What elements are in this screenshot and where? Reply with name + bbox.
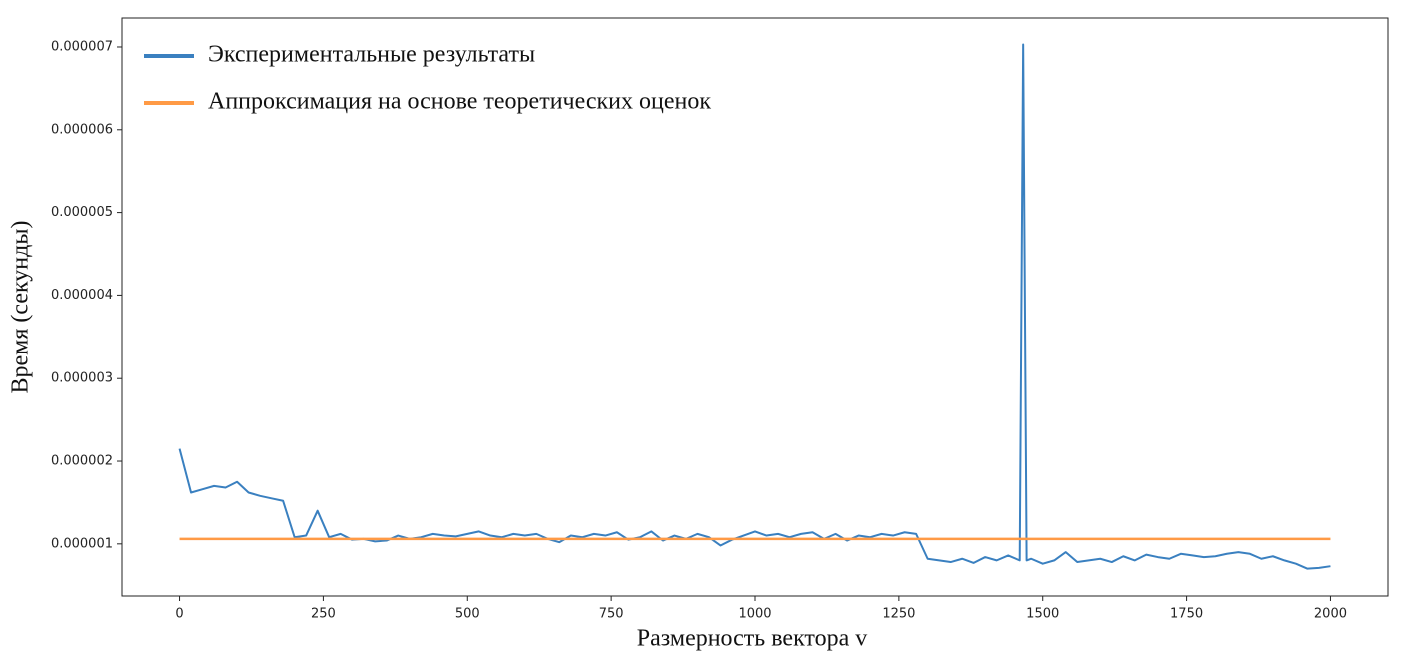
y-tick-label: 0.000001	[51, 536, 113, 551]
x-tick-label: 2000	[1314, 607, 1347, 622]
y-tick-label: 0.000006	[51, 122, 113, 137]
x-tick-label: 1750	[1170, 607, 1203, 622]
data-line	[178, 43, 1331, 570]
legend-label: Аппроксимация на основе теоретических оц…	[208, 89, 711, 115]
y-tick-label: 0.000007	[51, 39, 113, 54]
y-tick-label: 0.000005	[51, 205, 113, 220]
y-tick-label: 0.000004	[51, 288, 113, 303]
y-axis-label: Время (секунды)	[8, 221, 34, 394]
y-tick-label: 0.000003	[51, 371, 113, 386]
x-tick-label: 1500	[1026, 607, 1059, 622]
x-tick-label: 0	[175, 607, 183, 622]
x-tick-label: 500	[455, 607, 480, 622]
x-tick-label: 1250	[882, 607, 915, 622]
legend-label: Экспериментальные результаты	[208, 42, 535, 68]
x-axis-label: Размерность вектора v	[637, 626, 868, 652]
x-tick-label: 1000	[738, 607, 771, 622]
x-tick-label: 250	[311, 607, 336, 622]
y-tick-label: 0.000002	[51, 454, 113, 469]
x-tick-label: 750	[599, 607, 624, 622]
